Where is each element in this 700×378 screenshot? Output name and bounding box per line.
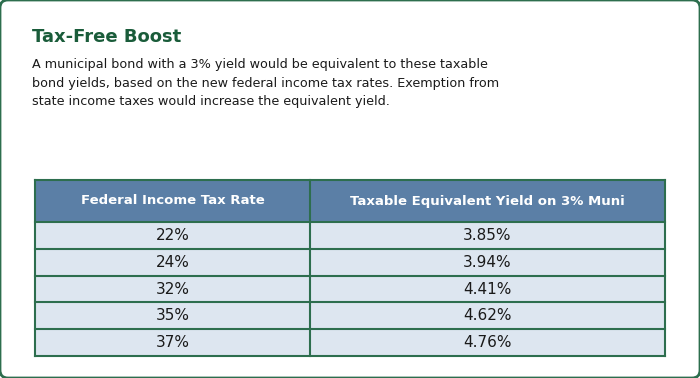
Text: Taxable Equivalent Yield on 3% Muni: Taxable Equivalent Yield on 3% Muni — [350, 195, 625, 208]
Text: 24%: 24% — [155, 255, 190, 270]
Bar — [35, 329, 665, 356]
Text: 3.94%: 3.94% — [463, 255, 512, 270]
Text: Federal Income Tax Rate: Federal Income Tax Rate — [80, 195, 265, 208]
Text: 4.62%: 4.62% — [463, 308, 512, 323]
Bar — [35, 222, 665, 249]
Text: A municipal bond with a 3% yield would be equivalent to these taxable
bond yield: A municipal bond with a 3% yield would b… — [32, 58, 499, 108]
Text: Tax-Free Boost: Tax-Free Boost — [32, 28, 181, 46]
Bar — [35, 276, 665, 302]
Bar — [35, 180, 665, 222]
Text: 22%: 22% — [155, 228, 190, 243]
Text: 3.85%: 3.85% — [463, 228, 512, 243]
Text: 4.41%: 4.41% — [463, 282, 512, 296]
Text: 4.76%: 4.76% — [463, 335, 512, 350]
Bar — [35, 302, 665, 329]
Text: 37%: 37% — [155, 335, 190, 350]
Bar — [35, 249, 665, 276]
Text: 35%: 35% — [155, 308, 190, 323]
Text: 32%: 32% — [155, 282, 190, 296]
